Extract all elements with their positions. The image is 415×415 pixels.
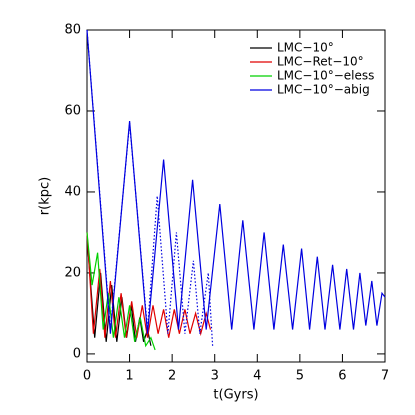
- x-tick-label: 1: [125, 369, 133, 384]
- legend-label: LMC−10°−abig: [277, 83, 370, 97]
- x-axis-label: t(Gyrs): [213, 388, 258, 403]
- legend-label: LMC−10°−eless: [277, 69, 374, 83]
- x-tick-label: 0: [83, 369, 91, 384]
- y-tick-label: 40: [64, 184, 81, 199]
- x-tick-label: 2: [168, 369, 176, 384]
- plot-frame: [86, 29, 386, 363]
- x-tick-label: 6: [338, 369, 346, 384]
- x-tick-label: 3: [211, 369, 219, 384]
- y-tick-label: 20: [64, 265, 81, 280]
- series-line: [86, 29, 214, 346]
- x-tick-label: 4: [253, 369, 261, 384]
- series-line: [86, 232, 156, 351]
- y-axis-label: r(kpc): [38, 177, 53, 215]
- legend-label: LMC−10°: [277, 41, 334, 55]
- y-tick-label: 60: [64, 103, 81, 118]
- series-line: [86, 232, 212, 338]
- x-tick-label: 7: [381, 369, 389, 384]
- legend-label: LMC−Ret−10°: [277, 55, 364, 69]
- x-tick-label: 5: [296, 369, 304, 384]
- y-tick-label: 0: [73, 346, 81, 361]
- y-tick-label: 80: [64, 23, 81, 38]
- series-line: [86, 29, 386, 334]
